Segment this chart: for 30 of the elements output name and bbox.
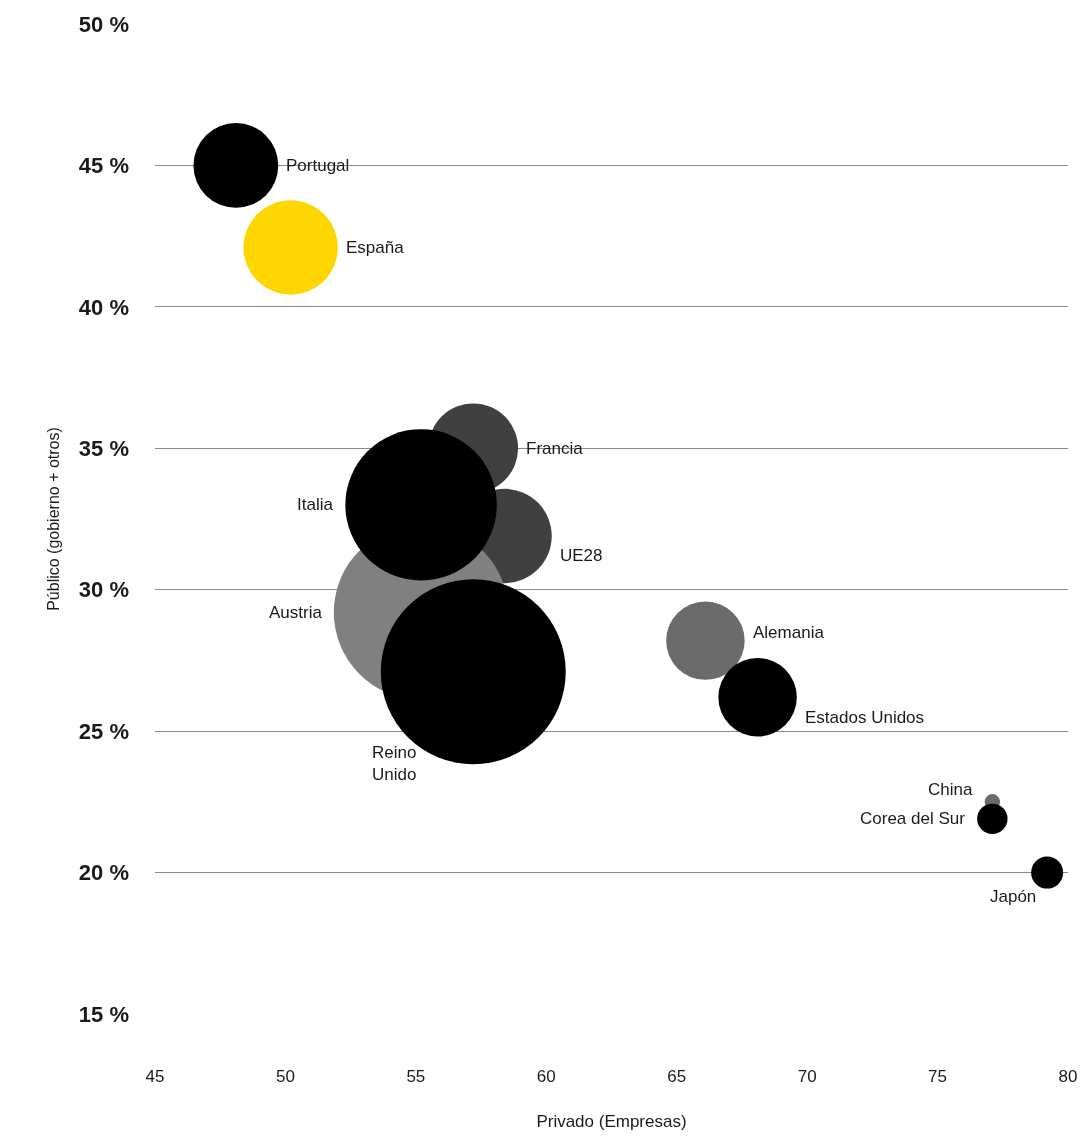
x-tick-label: 45 <box>145 1067 165 1086</box>
series-label: Austria <box>269 603 323 622</box>
y-tick-label: 40 % <box>78 294 129 320</box>
series-label: Francia <box>526 439 584 458</box>
y-tick-label: 30 % <box>78 577 129 603</box>
series-label: UE28 <box>560 546 603 565</box>
series-label: Corea del Sur <box>860 809 966 828</box>
series-label: Portugal <box>286 156 350 175</box>
x-tick-label: 80 <box>1058 1067 1078 1086</box>
y-tick-label: 35 % <box>78 435 129 461</box>
series-label: Japón <box>990 887 1037 906</box>
y-axis-title: Público (gobierno + otros) <box>44 427 62 611</box>
x-axis-title: Privado (Empresas) <box>536 1112 687 1132</box>
y-tick-label: 20 % <box>78 860 129 886</box>
x-tick-label: 60 <box>536 1067 556 1086</box>
series-label: China <box>928 780 973 799</box>
y-tick-label: 25 % <box>78 718 129 744</box>
series-label: Reino Unido <box>372 743 417 785</box>
series-label: España <box>346 238 405 257</box>
series-label: Italia <box>297 495 334 514</box>
x-tick-label: 55 <box>406 1067 426 1086</box>
y-tick-label: 15 % <box>78 1001 129 1027</box>
x-tick-label: 65 <box>667 1067 687 1086</box>
y-tick-label: 50 % <box>78 11 129 37</box>
x-tick-label: 70 <box>797 1067 817 1086</box>
series-label: Alemania <box>753 623 825 642</box>
x-tick-label: 75 <box>928 1067 948 1086</box>
y-tick-label: 45 % <box>78 153 129 179</box>
series-label: Estados Unidos <box>805 708 925 727</box>
x-tick-label: 50 <box>275 1067 295 1086</box>
